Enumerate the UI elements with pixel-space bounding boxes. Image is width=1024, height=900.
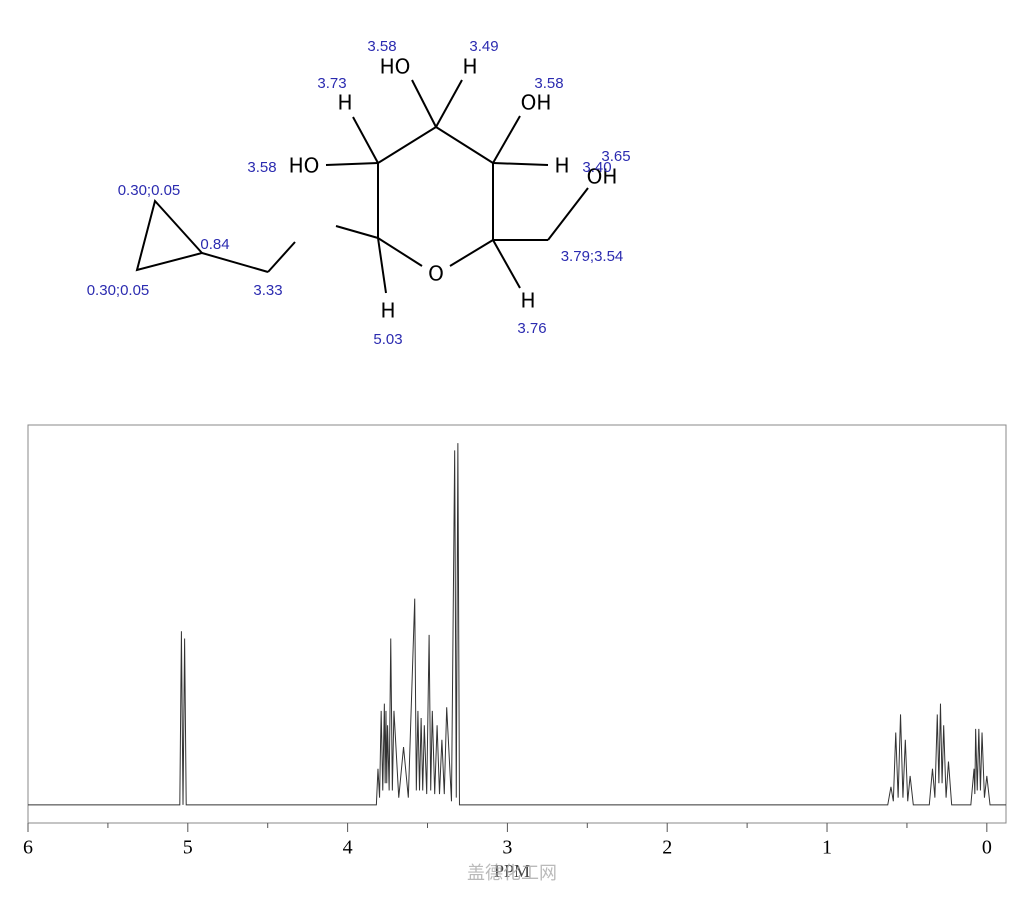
bond — [267, 241, 296, 273]
x-tick-label: 6 — [23, 837, 33, 859]
bond — [335, 225, 379, 239]
x-tick-label: 4 — [343, 837, 353, 859]
bond — [435, 79, 463, 128]
x-tick-label: 3 — [502, 837, 512, 859]
shift-label: 3.58 — [247, 159, 276, 176]
bond — [325, 162, 379, 166]
shift-label: 0.30;0.05 — [87, 282, 150, 299]
shift-label: 3.33 — [253, 282, 282, 299]
bond — [547, 187, 589, 241]
shift-label: 3.65 — [601, 148, 630, 165]
bond — [377, 237, 423, 267]
bond — [492, 115, 521, 164]
x-axis-label: PPM — [494, 861, 530, 881]
shift-label: 3.49 — [469, 38, 498, 55]
atom-label: H — [554, 154, 569, 178]
bond — [201, 252, 269, 273]
watermark: 盖德化工网 — [467, 863, 557, 884]
atom-label: O — [428, 262, 444, 286]
atom-label: OH — [521, 91, 552, 115]
shift-label: 3.73 — [317, 75, 346, 92]
shift-label: 3.40 — [582, 159, 611, 176]
molecule: HO H H OH HO H OH O H H 3.58 3.49 3.73 3… — [87, 38, 631, 348]
atom-label: HO — [380, 55, 411, 79]
cyclopropyl — [135, 198, 204, 272]
bond — [352, 116, 379, 164]
bond — [492, 239, 521, 289]
bond — [492, 162, 549, 166]
shift-label: 3.79;3.54 — [561, 248, 624, 265]
bond — [377, 237, 387, 294]
atom-label: H — [380, 299, 395, 323]
shift-label: 0.84 — [200, 236, 229, 253]
x-tick-label: 1 — [822, 837, 832, 859]
plot-frame — [27, 424, 1007, 824]
shift-label: 3.58 — [534, 75, 563, 92]
bond — [435, 126, 494, 164]
atom-label: H — [520, 289, 535, 313]
bond — [411, 79, 437, 128]
shift-label: 5.03 — [373, 331, 402, 348]
x-tick-label: 2 — [662, 837, 672, 859]
atom-label: OH — [587, 165, 618, 189]
shift-label: 3.76 — [517, 320, 546, 337]
x-tick-label: 5 — [183, 837, 193, 859]
spectrum: 6 5 4 3 2 1 0 — [23, 443, 1006, 859]
spectrum-line — [28, 443, 1006, 806]
atom-label: H — [337, 91, 352, 115]
bond — [377, 126, 437, 164]
shift-label: 3.58 — [367, 38, 396, 55]
shift-label: 0.30;0.05 — [118, 182, 181, 199]
bond — [449, 239, 494, 267]
atom-label: H — [462, 55, 477, 79]
x-tick-label: 0 — [982, 837, 992, 859]
atom-label: HO — [289, 154, 320, 178]
